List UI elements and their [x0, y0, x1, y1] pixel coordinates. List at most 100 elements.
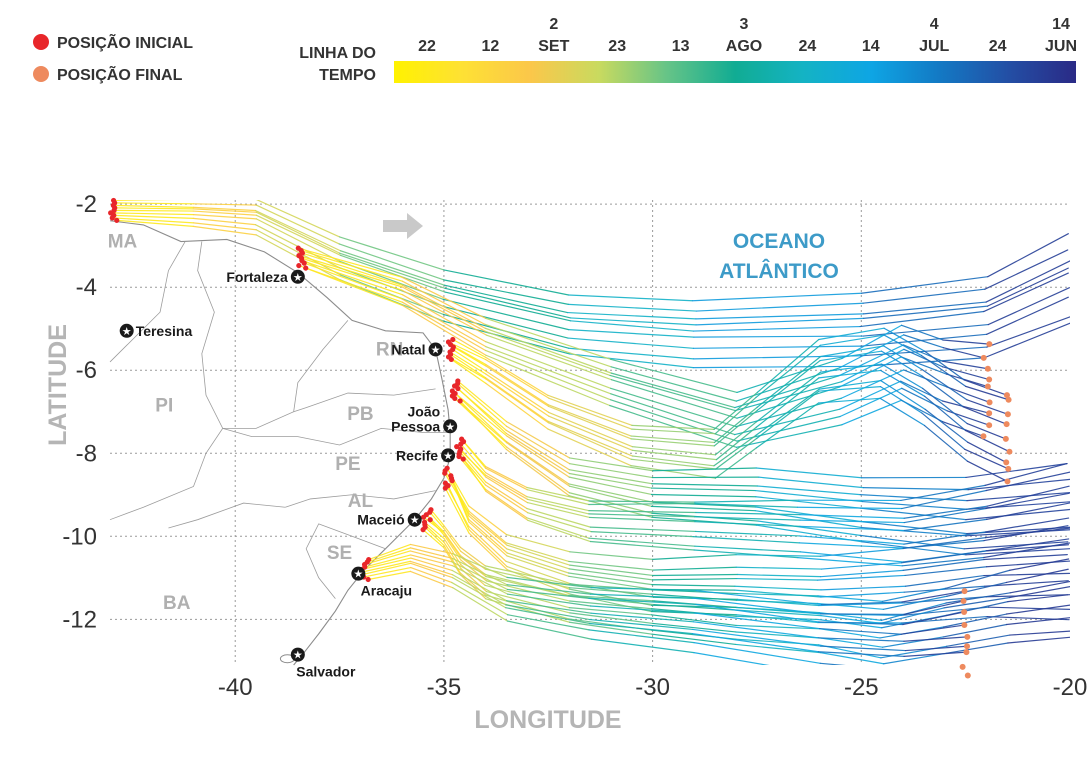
final-position-point [986, 341, 993, 348]
trajectory [424, 526, 1070, 659]
trajectory-segment [300, 257, 403, 291]
final-position-point [1003, 459, 1010, 466]
trajectory-segment [457, 380, 508, 423]
trajectory-segment [819, 334, 885, 346]
trajectory-segment [924, 408, 969, 443]
trajectory-segment [985, 538, 1070, 552]
trajectory-segment [410, 566, 453, 584]
trajectory-segment [693, 642, 821, 664]
trajectory-segment [900, 484, 986, 502]
trajectory-segment [567, 347, 695, 360]
trajectory-segment [506, 435, 570, 478]
trajectory-segment [986, 316, 1070, 348]
trajectory-segment [737, 573, 822, 578]
trajectory-segment [452, 346, 487, 367]
final-position-point [961, 622, 968, 629]
trajectory-segment [547, 422, 632, 460]
trajectory-segment [946, 642, 1009, 654]
trajectory [361, 560, 968, 652]
trajectory-segment [817, 651, 905, 657]
trajectory-segment [568, 560, 655, 571]
trajectory [450, 475, 1070, 581]
trajectory-segment [883, 334, 923, 357]
trajectory [362, 562, 968, 657]
trajectory [447, 485, 1070, 617]
y-axis-title: LATITUDE [44, 324, 72, 446]
state-label: PE [335, 454, 360, 475]
trajectory-segment [568, 575, 654, 591]
trajectory-segment [986, 485, 1070, 507]
timeline-tick-bottom: AGO [726, 38, 762, 55]
trajectory-segment [923, 350, 965, 381]
trajectory-segment [904, 574, 985, 587]
trajectory-segment [429, 511, 445, 529]
trajectory-segment [837, 344, 905, 377]
trajectory-segment [506, 555, 570, 577]
trajectory-segment [444, 306, 569, 339]
trajectory [449, 343, 1009, 444]
trajectory-segment [610, 372, 736, 409]
final-position-point [1004, 478, 1011, 485]
trajectory-segment [484, 484, 529, 514]
trajectory-segment [985, 471, 1070, 492]
initial-position-point [110, 197, 117, 204]
trajectory-segment [755, 377, 820, 428]
trajectory-segment [444, 482, 470, 527]
trajectory-segment [484, 573, 570, 596]
trajectory-segment [653, 603, 738, 611]
trajectory-segment [485, 334, 613, 381]
trajectory-segment [903, 651, 968, 657]
trajectory-segment [985, 492, 1070, 510]
state-label: AL [348, 491, 374, 512]
trajectory-segment [422, 516, 445, 534]
trajectory-segment [818, 386, 882, 392]
trajectory-segment [987, 606, 1070, 610]
trajectory-segment [484, 358, 550, 399]
trajectory-segment [610, 399, 738, 442]
trajectory-segment [458, 455, 487, 491]
trajectory-segment [547, 404, 632, 437]
trajectory-segment [424, 526, 445, 547]
trajectory-segment [713, 409, 758, 447]
trajectory-segment [363, 566, 412, 578]
trajectory-segment [734, 375, 840, 409]
trajectory-segment [255, 204, 340, 245]
trajectory-segment [527, 519, 592, 543]
trajectory-segment [816, 574, 906, 581]
city-marker: ★ Aracaju [351, 566, 412, 599]
trajectory-segment [735, 566, 823, 570]
final-position-point [1003, 392, 1010, 399]
trajectory [460, 448, 1070, 532]
trajectory-segment [443, 537, 462, 566]
trajectory-segment [984, 462, 1068, 486]
trajectory-segment [468, 518, 508, 554]
trajectory-segment [819, 363, 883, 373]
trajectory-segment [859, 534, 965, 550]
trajectory-segment [610, 379, 738, 419]
final-position-point [1003, 421, 1010, 428]
trajectory-segment [485, 590, 571, 614]
trajectory-segment [881, 587, 946, 602]
trajectory [451, 480, 1069, 598]
trajectory-segment [506, 442, 571, 487]
trajectory [297, 247, 990, 394]
trajectory-segment [298, 255, 403, 288]
trajectory-segment [735, 615, 819, 621]
trajectory-segment [817, 618, 883, 629]
trajectory-segment [1005, 568, 1069, 584]
trajectory [298, 255, 990, 412]
trajectory-segment [755, 496, 862, 509]
trajectory-segment [734, 381, 843, 412]
trajectory-segment [569, 485, 653, 507]
trajectory-segment [423, 521, 445, 540]
trajectory-segment [444, 472, 470, 515]
final-position-point [980, 354, 987, 361]
map-labels: MA PI RN PB PE AL SE BA ★ Fortaleza ★ Teresina ★ Nata… [108, 232, 458, 680]
timeline-tick-bottom: JUL [919, 38, 949, 55]
city-marker: ★ Natal [391, 341, 443, 357]
city-label: Aracaju [361, 583, 412, 599]
trajectory-segment [652, 501, 757, 508]
trajectory-segment [547, 420, 634, 457]
ocean-label-line1: OCEANO [733, 230, 825, 253]
